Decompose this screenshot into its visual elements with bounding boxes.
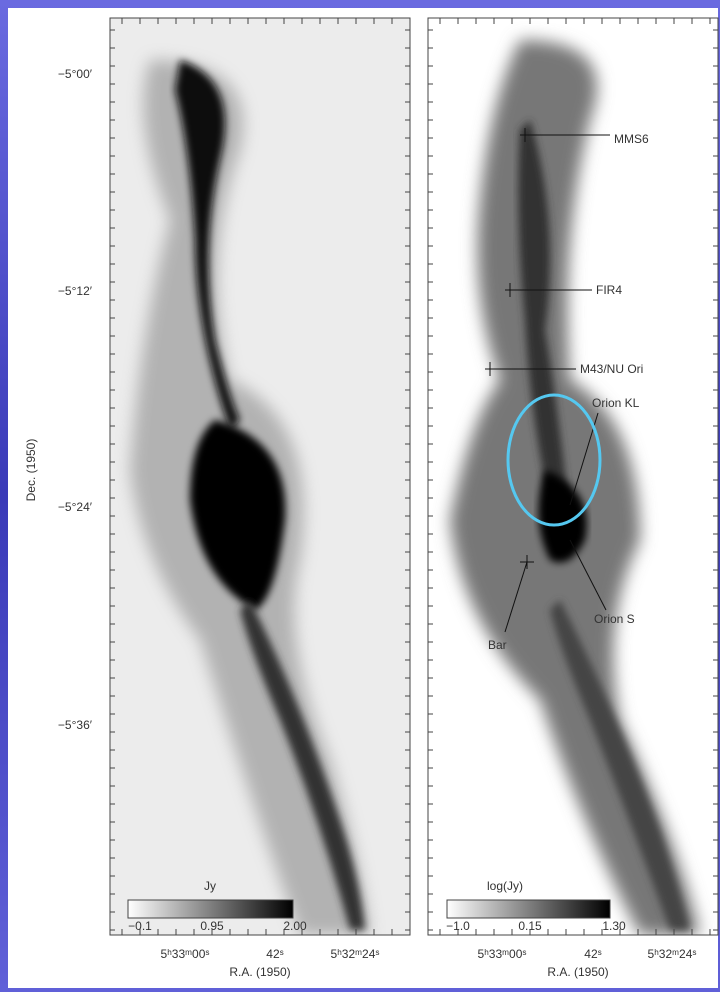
y-tick-label: −5°12′ (58, 284, 93, 298)
colorbar-label: log(Jy) (487, 879, 523, 893)
x-tick-label: 5ʰ33ᵐ00ˢ (161, 947, 210, 961)
y-tick-label: −5°24′ (58, 500, 93, 514)
x-tick-label: 5ʰ33ᵐ00ˢ (478, 947, 527, 961)
colorbar-tick-label: 1.30 (602, 919, 626, 933)
colorbar-tick-label: 2.00 (283, 919, 307, 933)
y-tick-label: −5°00′ (58, 67, 93, 81)
x-tick-label: 5ʰ32ᵐ24ˢ (331, 947, 380, 961)
annotation: Orion S (594, 612, 635, 626)
x-tick-label: 42ˢ (266, 947, 283, 961)
x-tick-label: 42ˢ (584, 947, 601, 961)
colorbar (128, 900, 293, 918)
y-axis-label: Dec. (1950) (24, 439, 38, 502)
x-tick-label: 5ʰ32ᵐ24ˢ (648, 947, 697, 961)
figure: −5°00′ −5°12′ −5°24′ −5°36′ Dec. (1950) … (0, 0, 720, 992)
y-tick-label: −5°36′ (58, 718, 93, 732)
annotation: Bar (488, 638, 507, 652)
log-map (428, 18, 718, 935)
colorbar-label: Jy (204, 879, 216, 893)
annotation: MMS6 (614, 132, 649, 146)
x-axis-label: R.A. (1950) (229, 965, 290, 979)
annotation: Orion KL (592, 396, 640, 410)
annotation: FIR4 (596, 283, 622, 297)
continuum-map (110, 18, 410, 935)
colorbar (447, 900, 610, 918)
x-axis-label: R.A. (1950) (547, 965, 608, 979)
annotation: M43/NU Ori (580, 362, 643, 376)
